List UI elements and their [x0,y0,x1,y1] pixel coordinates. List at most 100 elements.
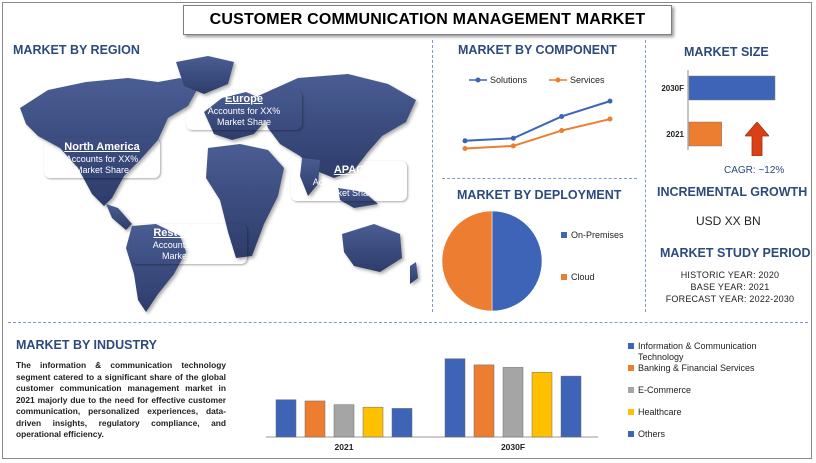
industry-legend-item: E-Commerce [628,385,788,396]
industry-legend-item: Information & Communication Technology [628,341,788,363]
industry-bar-2030F-3 [531,372,553,438]
series-0-point-0 [462,138,468,144]
industry-legend-swatch [628,365,634,371]
divider-component-deployment [442,178,637,179]
pie-legend-label-1: Cloud [571,272,595,282]
region-name: Europe [225,93,263,105]
industry-legend-item: Banking & Financial Services [628,363,788,374]
region-share-label: Market Share [216,117,272,127]
market-size-bar-chart: 2030F 2021 [661,70,776,150]
region-north-america: North America Accounts for XX% Market Sh… [44,138,160,178]
map-south-america [126,224,186,312]
region-europe: Europe Accounts for XX% Market Share [186,90,302,130]
industry-legend-label: Healthcare [638,407,682,417]
region-apac: APAC Accounts for XX% Market Share [291,161,407,201]
page-title-text: CUSTOMER COMMUNICATION MANAGEMENT MARKET [209,11,646,28]
world-map [20,56,418,312]
series-line-0 [464,100,611,142]
outer-frame [2,2,812,459]
region-share: Accounts for XX% [207,106,281,116]
historic-year: HISTORIC YEAR: 2020 [680,270,780,280]
map-europe [204,92,266,140]
size-heading: MARKET SIZE [684,45,769,59]
industry-category-label: 2030F [501,442,525,452]
industry-bar-2021-3 [362,406,384,438]
divider-region-component [432,40,433,312]
map-north-america [20,78,198,206]
series-1-point-1 [510,143,516,149]
region-share: Accounts for XX% [152,240,226,250]
page-title: CUSTOMER COMMUNICATION MANAGEMENT MARKET [183,5,672,35]
industry-bar-2021-1 [304,400,326,438]
region-rest-of-world: Rest of World Accounts for XX% Market Sh… [131,224,247,264]
series-0-point-3 [607,98,613,104]
base-year: BASE YEAR: 2021 [690,282,770,292]
map-se-asia [338,188,378,208]
forecast-year: FORECAST YEAR: 2022-2030 [665,294,795,304]
cagr-value: CAGR: ~12% [724,165,785,176]
industry-heading: MARKET BY INDUSTRY [16,338,157,352]
industry-bar-2030F-2 [502,367,524,438]
deployment-pie-chart: On-Premises Cloud [441,210,624,312]
component-heading: MARKET BY COMPONENT [458,43,617,57]
industry-description: The information & communication technolo… [16,360,226,439]
map-central-america [106,204,132,230]
industry-legend-swatch [628,409,634,415]
region-name: North America [64,141,140,153]
legend-label-0: Solutions [490,75,528,85]
industry-bar-2021-4 [391,408,413,438]
region-name: Rest of World [153,227,225,239]
industry-bar-2021-0 [275,399,297,438]
industry-legend-item: Others [628,429,788,440]
map-asia [258,74,416,178]
series-0-point-2 [559,113,565,119]
growth-arrow-icon [745,122,769,156]
size-category-1: 2021 [666,130,684,139]
deployment-heading: MARKET BY DEPLOYMENT [457,188,622,202]
industry-legend-label: Banking & Financial Services [638,363,755,373]
industry-bar-2030F-4 [560,375,582,438]
legend-marker-0 [475,77,481,83]
pie-slice-1 [441,210,493,312]
industry-bar-2030F-0 [444,358,466,438]
industry-legend-label: Others [638,429,666,439]
industry-legend-swatch [628,343,634,349]
legend-label-1: Services [570,75,605,85]
size-bar-1 [688,121,722,147]
pie-legend-swatch-0 [561,232,567,238]
region-share: Accounts for XX% [65,154,139,164]
industry-bar-chart: 2021 2030F [266,358,598,452]
industry-legend-label: E-Commerce [638,385,692,395]
series-1-point-3 [607,116,613,122]
region-share-label: Market Share [161,251,217,261]
size-bar-0 [688,75,776,101]
region-share: Accounts for XX% [312,177,386,187]
region-name: APAC [333,164,365,176]
incremental-growth-value: USD XX BN [696,214,761,228]
component-line-chart: Solutions Services [462,75,613,151]
industry-category-label: 2021 [335,442,354,452]
industry-legend-item: Healthcare [628,407,788,418]
series-line-1 [464,118,611,150]
pie-legend-label-0: On-Premises [571,230,624,240]
map-australia [342,224,402,272]
map-india [300,158,320,196]
industry-legend-swatch [628,387,634,393]
industry-bar-2030F-1 [473,364,495,438]
map-new-zealand [410,262,418,284]
pie-slice-0 [491,210,543,312]
region-heading: MARKET BY REGION [13,43,140,57]
divider-top-bottom [8,322,808,323]
industry-bar-2021-2 [333,404,355,438]
pie-legend-swatch-1 [561,274,567,280]
size-category-0: 2030F [661,84,684,93]
region-share-label: Market Share [321,188,377,198]
series-0-point-1 [510,135,516,141]
region-share-label: Market Share [74,165,130,175]
incremental-growth-heading: INCREMENTAL GROWTH [657,185,808,199]
study-period-heading: MARKET STUDY PERIOD [660,246,811,260]
map-africa [206,144,284,258]
industry-legend-label: Information & Communication Technology [638,341,757,362]
industry-legend-swatch [628,431,634,437]
legend-marker-1 [555,77,561,83]
